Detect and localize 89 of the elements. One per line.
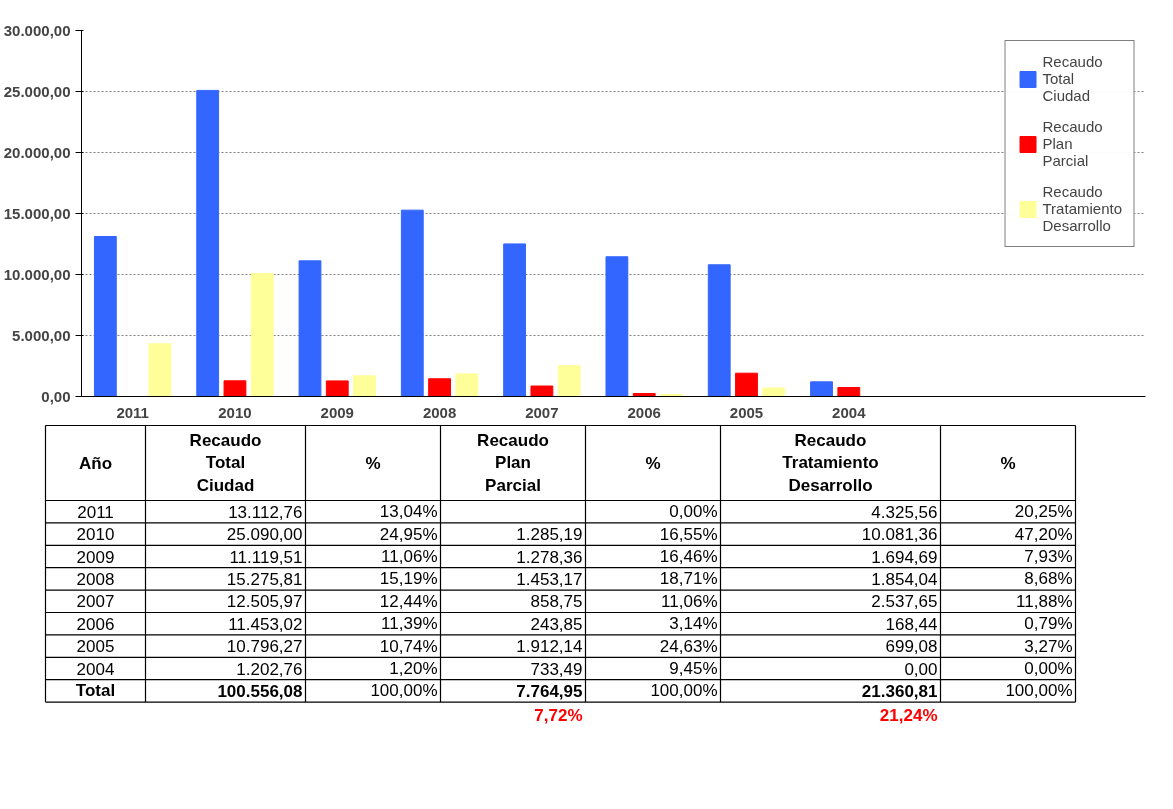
text: 11,06% xyxy=(661,591,718,611)
text: 7.764,95 xyxy=(516,681,583,701)
y-tick-label: 5.000,00 xyxy=(12,326,71,344)
text: 1,20% xyxy=(389,659,438,678)
text: 1.278,36 xyxy=(516,547,583,567)
text: 3,14% xyxy=(669,614,718,634)
text: 100,00% xyxy=(370,681,438,701)
text: 10.081,36 xyxy=(861,525,938,545)
text: 13,04% xyxy=(379,502,438,522)
category-label: 2005 xyxy=(76,637,115,657)
x-tick-label: 2010 xyxy=(218,403,252,421)
text: 100.556,08 xyxy=(217,681,303,701)
text: 10,74% xyxy=(379,636,438,656)
text: 1.202,76 xyxy=(236,659,303,679)
text: 20,25% xyxy=(1014,502,1073,522)
text: 21,24% xyxy=(879,705,938,725)
text: 18,71% xyxy=(659,569,718,589)
category-label: 2010 xyxy=(76,525,115,545)
text: 1.912,14 xyxy=(516,637,583,657)
text: 9,45% xyxy=(669,659,718,678)
text: 2.537,65 xyxy=(871,592,938,612)
legend-label: Recaudo Tratamiento Desarrollo xyxy=(1042,183,1122,234)
text: 11,39% xyxy=(381,614,438,634)
x-tick-label: 2011 xyxy=(116,403,149,421)
category-label: 2009 xyxy=(76,547,115,567)
text: 12.505,97 xyxy=(226,592,303,612)
text: 1.854,04 xyxy=(871,569,938,589)
y-tick-label: 25.000,00 xyxy=(3,82,71,100)
text: 8,68% xyxy=(1024,569,1073,589)
text: 11.119,51 xyxy=(229,547,303,567)
text: 16,55% xyxy=(659,524,718,544)
text: 1.285,19 xyxy=(516,525,583,545)
x-tick-label: 2008 xyxy=(422,403,457,421)
text: 0,00% xyxy=(669,502,718,522)
legend-label: Recaudo Total Ciudad xyxy=(1042,53,1103,104)
text: Recaudo Total Ciudad xyxy=(189,430,262,496)
text: 21.360,81 xyxy=(861,681,938,701)
x-axis-title: Año xyxy=(78,453,113,473)
text: 15.275,81 xyxy=(226,569,303,589)
text: 1.453,17 xyxy=(516,569,583,589)
category-label: 2007 xyxy=(76,592,115,612)
text: % xyxy=(645,453,661,473)
text: 12,44% xyxy=(379,591,438,611)
text: 858,75 xyxy=(530,592,583,612)
x-tick-label: 2007 xyxy=(525,403,559,421)
category-label: 2006 xyxy=(76,614,115,634)
category-label: 2008 xyxy=(76,569,115,589)
text: 168,44 xyxy=(885,614,938,634)
text: 11,88% xyxy=(1016,591,1073,611)
y-tick-label: 0,00 xyxy=(41,387,71,405)
text: 3,27% xyxy=(1024,636,1073,656)
text: Total xyxy=(75,681,116,701)
y-tick-label: 10.000,00 xyxy=(3,265,71,283)
x-tick-label: 2004 xyxy=(832,403,867,421)
text: 7,72% xyxy=(534,705,583,725)
x-tick-label: 2009 xyxy=(320,403,354,421)
category-label: 2011 xyxy=(77,502,114,522)
text: 47,20% xyxy=(1014,524,1073,544)
y-tick-label: 30.000,00 xyxy=(3,21,71,39)
text: 100,00% xyxy=(1005,681,1073,701)
text: 243,85 xyxy=(530,614,583,634)
text: Recaudo Tratamiento Desarrollo xyxy=(782,430,879,496)
text: 4.325,56 xyxy=(871,502,938,522)
text: 0,00% xyxy=(1024,659,1073,678)
text: 11,06% xyxy=(381,547,438,566)
text: 11.453,02 xyxy=(228,614,303,634)
text: 25.090,00 xyxy=(226,525,303,545)
text: 24,63% xyxy=(659,636,718,656)
text: % xyxy=(1000,453,1016,473)
text: Recaudo Plan Parcial xyxy=(477,430,549,496)
text: 24,95% xyxy=(379,524,438,544)
text: 733,49 xyxy=(530,659,583,679)
text: 1.694,69 xyxy=(871,547,938,567)
y-tick-label: 20.000,00 xyxy=(3,143,71,161)
x-tick-label: 2006 xyxy=(627,403,661,421)
text: 0,00 xyxy=(904,659,938,679)
text: 100,00% xyxy=(650,681,718,701)
x-tick-label: 2005 xyxy=(729,403,764,421)
text: 10.796,27 xyxy=(226,637,303,657)
text: 16,46% xyxy=(659,547,718,566)
text: 13.112,76 xyxy=(228,502,303,522)
text: 15,19% xyxy=(379,569,438,589)
text: % xyxy=(365,453,381,473)
category-label: 2004 xyxy=(76,659,115,679)
legend-label: Recaudo Plan Parcial xyxy=(1042,118,1103,169)
text: 7,93% xyxy=(1024,547,1073,566)
text: 699,08 xyxy=(885,637,938,657)
y-tick-label: 15.000,00 xyxy=(3,204,71,222)
text: 0,79% xyxy=(1024,614,1073,634)
